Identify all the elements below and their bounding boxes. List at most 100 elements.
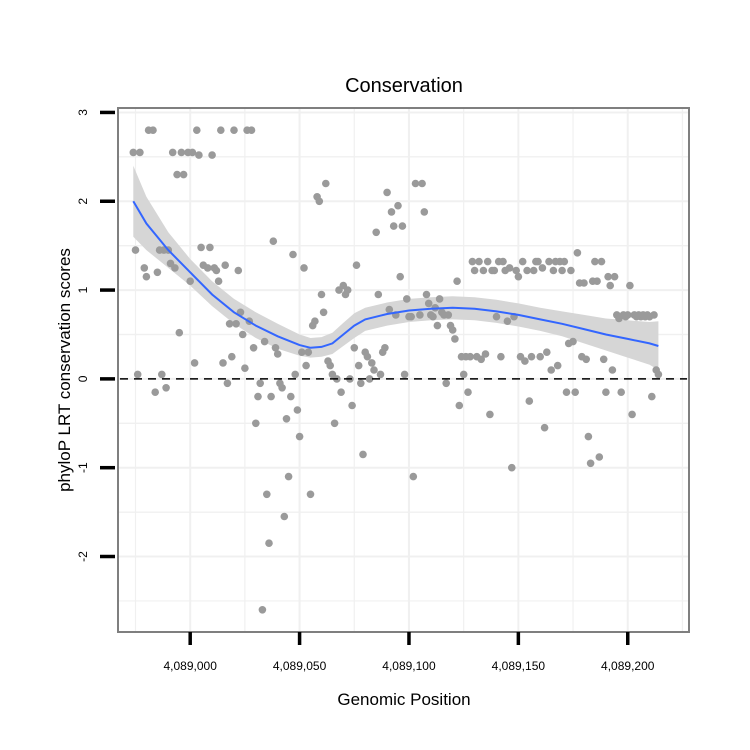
data-point xyxy=(604,272,612,281)
data-point xyxy=(131,246,140,254)
data-point xyxy=(389,222,398,230)
data-point xyxy=(459,370,468,379)
data-point xyxy=(396,272,405,281)
data-point xyxy=(567,266,575,275)
data-point xyxy=(569,337,577,346)
data-point xyxy=(348,401,356,410)
data-point xyxy=(470,266,479,275)
data-point xyxy=(448,326,457,334)
data-point xyxy=(523,266,531,275)
data-point xyxy=(451,335,459,343)
data-point xyxy=(271,344,280,352)
data-point xyxy=(311,317,319,326)
x-tick-label: 4,089,200 xyxy=(601,659,655,673)
data-point xyxy=(206,243,214,252)
data-point xyxy=(370,366,378,374)
y-tick-label: -1 xyxy=(76,462,90,473)
data-point xyxy=(357,379,365,388)
data-point xyxy=(538,264,547,272)
data-point xyxy=(203,264,212,272)
data-point xyxy=(287,392,295,401)
data-point xyxy=(162,384,170,392)
data-point xyxy=(411,179,420,188)
data-point xyxy=(306,490,315,499)
data-point xyxy=(223,379,232,388)
data-point xyxy=(464,388,472,397)
data-point xyxy=(232,320,240,328)
data-point xyxy=(381,344,389,352)
data-point xyxy=(529,266,538,275)
data-point xyxy=(534,257,542,266)
data-point xyxy=(486,410,494,419)
data-point xyxy=(133,370,142,379)
y-tick-label: -2 xyxy=(76,551,90,562)
data-point xyxy=(142,272,151,281)
data-point xyxy=(648,392,656,401)
data-point xyxy=(298,348,306,357)
y-tick-label: 3 xyxy=(76,109,90,116)
data-point xyxy=(580,279,588,287)
data-point xyxy=(352,261,361,270)
data-point xyxy=(376,370,385,379)
x-tick-label: 4,089,050 xyxy=(273,659,327,673)
data-point xyxy=(468,257,477,266)
y-axis-label: phyloP LRT conservation scores xyxy=(55,248,74,492)
data-point xyxy=(188,148,197,157)
data-point xyxy=(407,312,416,321)
data-point xyxy=(234,266,243,275)
data-point xyxy=(383,188,391,197)
data-point xyxy=(158,370,166,379)
x-tick-label: 4,089,000 xyxy=(164,659,218,673)
data-point xyxy=(171,264,179,272)
data-point xyxy=(374,290,383,299)
data-point xyxy=(195,151,203,159)
x-tick-label: 4,089,100 xyxy=(382,659,436,673)
data-point xyxy=(543,348,551,357)
data-point xyxy=(455,401,464,410)
data-point xyxy=(273,350,282,358)
data-point xyxy=(547,366,555,374)
data-point xyxy=(149,126,157,134)
data-point xyxy=(282,415,291,423)
data-point xyxy=(606,281,614,290)
data-point xyxy=(503,317,512,326)
data-point xyxy=(490,266,499,275)
data-point xyxy=(512,266,520,275)
data-point xyxy=(267,392,275,401)
confidence-ribbon xyxy=(133,165,659,370)
data-point xyxy=(508,463,516,472)
data-point xyxy=(173,170,181,179)
data-point xyxy=(424,299,433,308)
data-point xyxy=(263,490,271,499)
data-point xyxy=(363,352,372,361)
data-point xyxy=(562,388,571,397)
data-point xyxy=(518,257,527,266)
data-point xyxy=(208,151,216,159)
data-point xyxy=(409,472,418,481)
x-tick-label: 4,089,150 xyxy=(492,659,546,673)
y-tick-label: 2 xyxy=(76,198,90,205)
data-point xyxy=(475,257,483,266)
data-point xyxy=(265,539,273,547)
data-point xyxy=(280,512,289,521)
data-point xyxy=(599,355,608,364)
data-point xyxy=(499,257,507,266)
data-point xyxy=(254,392,262,401)
data-point xyxy=(129,148,138,157)
data-point xyxy=(295,432,304,441)
data-point xyxy=(258,606,267,614)
data-point xyxy=(418,179,426,188)
data-point xyxy=(433,321,442,330)
data-point xyxy=(343,286,352,294)
data-point xyxy=(453,277,461,286)
data-point xyxy=(597,257,606,266)
data-point xyxy=(650,311,658,319)
data-point xyxy=(350,344,359,352)
data-point xyxy=(319,308,328,317)
data-point xyxy=(422,290,431,299)
data-point xyxy=(372,228,381,237)
data-point xyxy=(628,410,636,419)
data-point xyxy=(591,257,599,266)
data-point xyxy=(549,266,558,275)
